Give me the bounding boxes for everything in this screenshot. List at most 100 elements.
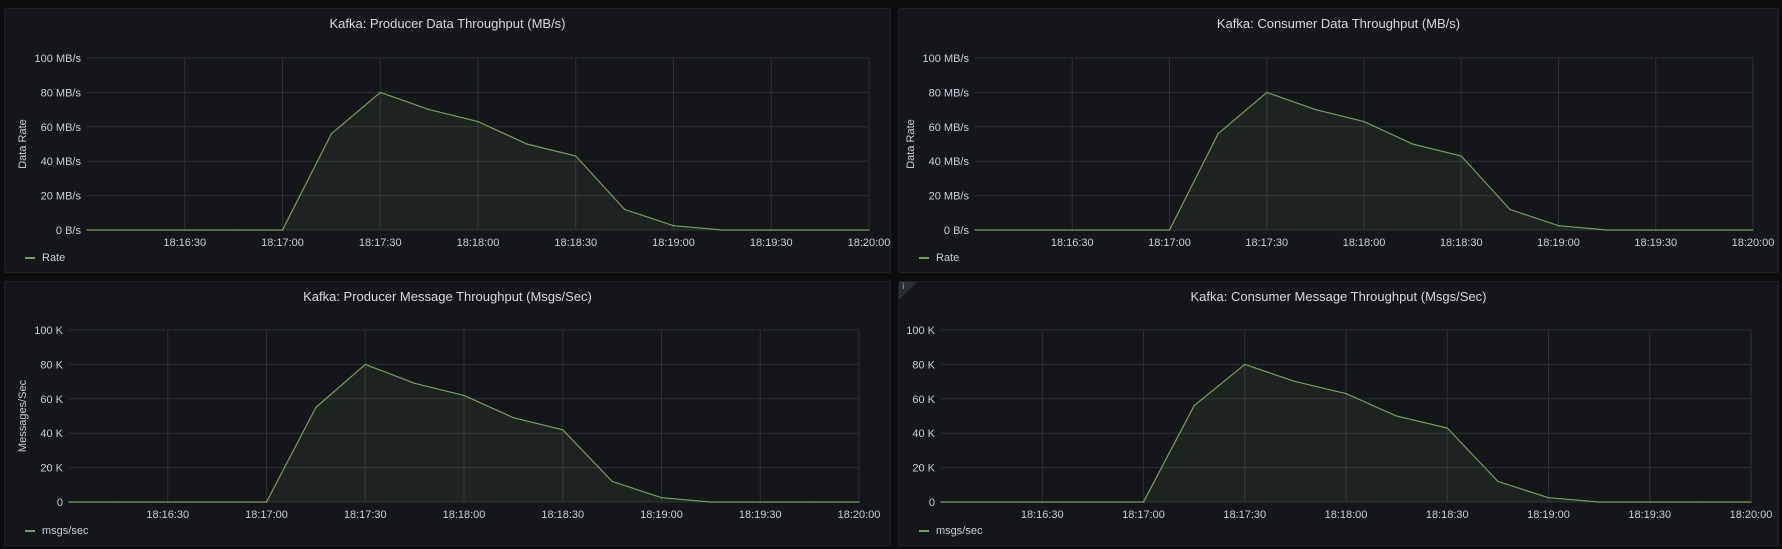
y-tick-label: 60 K bbox=[912, 394, 935, 406]
panel-consumer-message-throughput[interactable]: i Kafka: Consumer Message Throughput (Ms… bbox=[898, 281, 1779, 546]
info-icon[interactable]: i bbox=[899, 282, 917, 300]
data-point bbox=[1395, 415, 1398, 417]
data-point bbox=[1265, 91, 1268, 94]
data-point bbox=[1142, 501, 1145, 503]
panel-producer-message-throughput[interactable]: Kafka: Producer Message Throughput (Msgs… bbox=[4, 281, 891, 546]
data-point bbox=[117, 501, 120, 503]
data-point bbox=[1497, 480, 1499, 483]
data-point bbox=[1703, 229, 1706, 231]
series-swatch bbox=[25, 530, 35, 532]
data-point bbox=[1314, 108, 1317, 111]
y-tick-label: 40 MB/s bbox=[41, 156, 82, 168]
data-point bbox=[759, 501, 762, 503]
data-point bbox=[1654, 229, 1657, 231]
data-point bbox=[574, 155, 577, 157]
data-point bbox=[1168, 229, 1171, 231]
panel-title[interactable]: Kafka: Consumer Message Throughput (Msgs… bbox=[1190, 289, 1487, 304]
y-tick-label: 0 bbox=[929, 497, 935, 509]
x-tick-label: 18:19:30 bbox=[1634, 237, 1677, 249]
x-tick-label: 18:17:00 bbox=[1148, 237, 1191, 249]
data-point bbox=[1446, 427, 1449, 429]
data-point bbox=[660, 496, 663, 499]
x-tick-label: 18:18:00 bbox=[443, 509, 486, 521]
legend-item-msgs-sec[interactable]: msgs/sec bbox=[919, 525, 982, 537]
data-point bbox=[1411, 143, 1414, 145]
x-tick-label: 18:20:00 bbox=[838, 509, 881, 521]
data-point bbox=[281, 229, 284, 231]
data-point bbox=[1547, 496, 1550, 499]
x-tick-label: 18:17:00 bbox=[1122, 509, 1165, 521]
y-tick-label: 60 MB/s bbox=[41, 122, 82, 134]
x-tick-label: 18:16:30 bbox=[163, 237, 206, 249]
y-tick-label: 100 MB/s bbox=[35, 53, 82, 65]
legend-item-msgs-sec[interactable]: msgs/sec bbox=[25, 525, 88, 537]
y-tick-label: 0 B/s bbox=[56, 225, 82, 237]
y-tick-label: 80 K bbox=[912, 359, 935, 371]
data-point bbox=[1120, 229, 1122, 231]
chart-svg[interactable]: 0 20 K 40 K 60 K 80 K 100 K 18:16:30 18:17:00 18… bbox=[899, 282, 1778, 545]
x-tick-label: 18:17:30 bbox=[1223, 509, 1266, 521]
x-tick-label: 18:18:30 bbox=[554, 237, 597, 249]
x-tick-label: 18:18:30 bbox=[1440, 237, 1483, 249]
chart-svg[interactable]: 0 B/s 20 MB/s 40 MB/s 60 MB/s 80 MB/s 100 MB/… bbox=[5, 9, 890, 272]
y-tick-label: 80 K bbox=[40, 359, 63, 371]
data-point bbox=[710, 501, 712, 503]
panel-title[interactable]: Kafka: Producer Message Throughput (Msgs… bbox=[303, 289, 592, 304]
y-tick-label: 100 MB/s bbox=[923, 53, 970, 65]
data-point bbox=[770, 229, 773, 231]
y-axis-label: Data Rate bbox=[905, 119, 917, 169]
data-point bbox=[1022, 229, 1025, 231]
y-tick-label: 0 B/s bbox=[944, 225, 970, 237]
x-tick-label: 18:18:00 bbox=[1325, 509, 1368, 521]
y-tick-label: 60 K bbox=[40, 394, 63, 406]
data-point bbox=[1363, 120, 1365, 123]
y-tick-label: 20 MB/s bbox=[41, 191, 82, 203]
data-point bbox=[1699, 501, 1702, 503]
series-area bbox=[941, 364, 1751, 502]
series-area bbox=[87, 92, 869, 231]
x-tick-label: 18:19:00 bbox=[1527, 509, 1570, 521]
chart-svg[interactable]: 0 20 K 40 K 60 K 80 K 100 K 18:16:30 18:17:00 18… bbox=[5, 282, 890, 545]
data-point bbox=[1752, 229, 1754, 231]
panel-title[interactable]: Kafka: Producer Data Throughput (MB/s) bbox=[329, 16, 566, 31]
data-point bbox=[135, 229, 137, 231]
data-point bbox=[413, 382, 416, 385]
data-point bbox=[86, 229, 88, 231]
legend-item-rate[interactable]: Rate bbox=[919, 252, 959, 264]
y-tick-label: 100 K bbox=[34, 325, 63, 337]
y-axis-label: Messages/Sec bbox=[17, 379, 29, 452]
y-tick-label: 20 MB/s bbox=[929, 191, 970, 203]
x-tick-label: 18:17:00 bbox=[261, 237, 304, 249]
chart-svg[interactable]: 0 B/s 20 MB/s 40 MB/s 60 MB/s 80 MB/s 100 MB/… bbox=[899, 9, 1778, 272]
legend-label: msgs/sec bbox=[936, 525, 983, 537]
data-point bbox=[1606, 229, 1608, 231]
y-tick-label: 40 K bbox=[40, 428, 63, 440]
x-tick-label: 18:17:00 bbox=[245, 509, 288, 521]
x-tick-label: 18:18:00 bbox=[457, 237, 500, 249]
data-point bbox=[526, 143, 528, 145]
panel-producer-data-throughput[interactable]: Kafka: Producer Data Throughput (MB/s) R… bbox=[4, 8, 891, 273]
y-tick-label: 60 MB/s bbox=[929, 122, 970, 134]
data-point bbox=[1598, 501, 1600, 503]
y-tick-label: 80 MB/s bbox=[41, 87, 82, 99]
legend-item-rate[interactable]: Rate bbox=[25, 252, 65, 264]
data-point bbox=[1648, 501, 1651, 503]
series-swatch bbox=[919, 257, 929, 259]
data-point bbox=[974, 229, 976, 231]
data-point bbox=[166, 501, 169, 503]
data-point bbox=[561, 428, 564, 431]
data-point bbox=[672, 224, 675, 227]
x-tick-label: 18:17:30 bbox=[359, 237, 402, 249]
data-point bbox=[463, 394, 465, 397]
data-point bbox=[315, 406, 317, 409]
series-area bbox=[975, 92, 1753, 231]
data-point bbox=[232, 229, 235, 231]
data-point bbox=[1041, 501, 1044, 503]
data-point bbox=[68, 501, 70, 503]
panel-title[interactable]: Kafka: Consumer Data Throughput (MB/s) bbox=[1216, 16, 1461, 31]
series-swatch bbox=[25, 257, 35, 259]
x-tick-label: 18:18:30 bbox=[541, 509, 584, 521]
y-tick-label: 0 bbox=[57, 497, 63, 509]
panel-consumer-data-throughput[interactable]: Kafka: Consumer Data Throughput (MB/s) R… bbox=[898, 8, 1779, 273]
y-axis-label: Data Rate bbox=[17, 119, 29, 169]
